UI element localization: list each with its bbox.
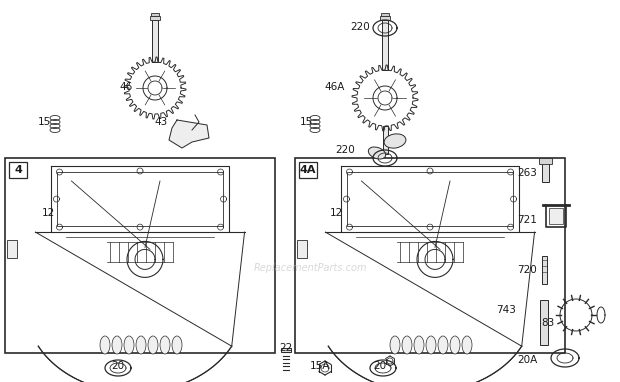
Bar bbox=[58, 172, 223, 226]
Text: 46: 46 bbox=[120, 82, 133, 92]
Ellipse shape bbox=[100, 336, 110, 354]
Bar bbox=[7, 240, 17, 258]
Text: ReplacementParts.com: ReplacementParts.com bbox=[253, 263, 367, 273]
Text: 12: 12 bbox=[330, 208, 343, 218]
Bar bbox=[299, 162, 317, 178]
Text: 43: 43 bbox=[155, 117, 168, 127]
Text: 4A: 4A bbox=[299, 165, 316, 175]
Bar bbox=[539, 158, 552, 164]
Bar bbox=[152, 20, 158, 62]
Bar bbox=[151, 13, 159, 16]
Text: 720: 720 bbox=[517, 265, 537, 275]
Ellipse shape bbox=[402, 336, 412, 354]
Polygon shape bbox=[169, 120, 209, 148]
Ellipse shape bbox=[450, 336, 460, 354]
Text: 22: 22 bbox=[280, 343, 293, 353]
Ellipse shape bbox=[384, 134, 406, 148]
Text: 15: 15 bbox=[300, 117, 313, 127]
Bar bbox=[549, 208, 563, 224]
Text: 743: 743 bbox=[496, 305, 516, 315]
Text: 220: 220 bbox=[350, 22, 370, 32]
Text: 83: 83 bbox=[542, 318, 555, 328]
Text: 20A: 20A bbox=[516, 355, 537, 365]
Bar bbox=[295, 158, 565, 353]
Bar bbox=[297, 240, 307, 258]
Bar bbox=[540, 300, 548, 345]
Text: 20: 20 bbox=[112, 361, 125, 371]
Ellipse shape bbox=[426, 336, 436, 354]
Ellipse shape bbox=[136, 336, 146, 354]
Bar bbox=[347, 172, 513, 226]
Ellipse shape bbox=[112, 336, 122, 354]
Text: 220: 220 bbox=[335, 145, 355, 155]
Text: 20: 20 bbox=[373, 361, 386, 371]
Text: 15A: 15A bbox=[310, 361, 330, 371]
Bar bbox=[9, 162, 27, 178]
Bar bbox=[382, 20, 388, 70]
Ellipse shape bbox=[160, 336, 170, 354]
Text: 12: 12 bbox=[42, 208, 55, 218]
Text: 46A: 46A bbox=[325, 82, 345, 92]
Text: 721: 721 bbox=[517, 215, 537, 225]
Ellipse shape bbox=[390, 336, 400, 354]
Text: 15: 15 bbox=[38, 117, 51, 127]
Ellipse shape bbox=[172, 336, 182, 354]
Text: 263: 263 bbox=[517, 168, 537, 178]
Bar bbox=[381, 13, 389, 16]
Ellipse shape bbox=[438, 336, 448, 354]
Ellipse shape bbox=[148, 336, 158, 354]
Bar bbox=[383, 126, 388, 154]
Ellipse shape bbox=[414, 336, 424, 354]
Ellipse shape bbox=[368, 147, 386, 159]
Text: 4: 4 bbox=[14, 165, 22, 175]
Bar bbox=[281, 348, 291, 352]
Bar bbox=[542, 162, 549, 182]
Ellipse shape bbox=[124, 336, 134, 354]
Bar bbox=[379, 16, 391, 20]
Bar bbox=[149, 16, 161, 20]
Bar bbox=[5, 158, 275, 353]
Bar bbox=[542, 256, 547, 284]
Ellipse shape bbox=[462, 336, 472, 354]
